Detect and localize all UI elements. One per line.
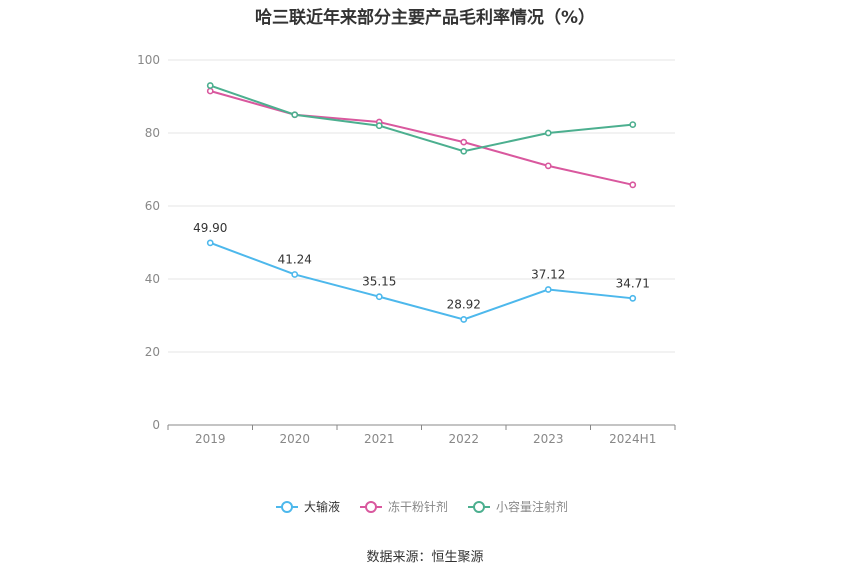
x-tick-label: 2024H1 — [609, 432, 656, 446]
data-point — [291, 111, 299, 119]
y-tick-label: 20 — [145, 345, 160, 359]
y-tick-label: 80 — [145, 126, 160, 140]
data-label: 37.12 — [531, 268, 565, 282]
data-label: 41.24 — [278, 252, 312, 266]
source-note: 数据来源：恒生聚源 — [366, 550, 484, 565]
data-point — [291, 271, 299, 278]
axes: 0 20 40 60 80 100 2019 2020 2021 2022 2023 2024H1 — [137, 53, 676, 446]
data-point — [375, 293, 383, 301]
legend-item[interactable]: 冻干粉针剂 — [360, 499, 448, 514]
y-tick-label: 60 — [145, 199, 160, 213]
series-lines — [206, 82, 637, 323]
data-point — [460, 316, 468, 323]
legend-marker — [281, 501, 293, 513]
data-point — [544, 129, 552, 137]
legend-label: 冻干粉针剂 — [388, 499, 448, 514]
y-tick-label: 100 — [137, 53, 160, 67]
data-point — [544, 162, 552, 170]
chart-title: 哈三联近年来部分主要产品毛利率情况（%） — [254, 8, 596, 28]
y-tick-label: 40 — [145, 272, 160, 286]
data-label: 49.90 — [193, 221, 227, 235]
legend-marker — [365, 501, 377, 513]
legend: 大输液 冻干粉针剂 小容量注射剂 — [276, 499, 568, 514]
x-tick-label: 2023 — [533, 432, 564, 446]
data-point — [544, 286, 552, 293]
series-line — [209, 241, 633, 321]
data-point — [629, 181, 637, 189]
legend-label: 小容量注射剂 — [496, 499, 568, 514]
data-point — [629, 121, 637, 129]
data-point — [206, 87, 214, 95]
series-line — [209, 84, 633, 153]
data-label: 28.92 — [447, 297, 481, 311]
data-label: 34.71 — [616, 276, 650, 290]
legend-marker — [473, 501, 485, 513]
data-point — [460, 147, 468, 155]
data-point — [629, 294, 637, 302]
x-tick-label: 2021 — [364, 432, 395, 446]
legend-label: 大输液 — [304, 499, 340, 514]
y-tick-label: 0 — [152, 418, 160, 432]
legend-item[interactable]: 大输液 — [276, 499, 340, 514]
data-point — [375, 122, 383, 130]
data-point — [206, 239, 214, 247]
x-tick-label: 2022 — [448, 432, 479, 446]
x-tick-label: 2020 — [279, 432, 310, 446]
x-tick-label: 2019 — [195, 432, 226, 446]
legend-item[interactable]: 小容量注射剂 — [468, 499, 568, 514]
data-point — [460, 138, 468, 146]
data-label: 35.15 — [362, 275, 396, 289]
data-labels: 49.90 41.24 35.15 28.92 37.12 34.71 — [193, 221, 650, 312]
data-point — [206, 82, 214, 89]
